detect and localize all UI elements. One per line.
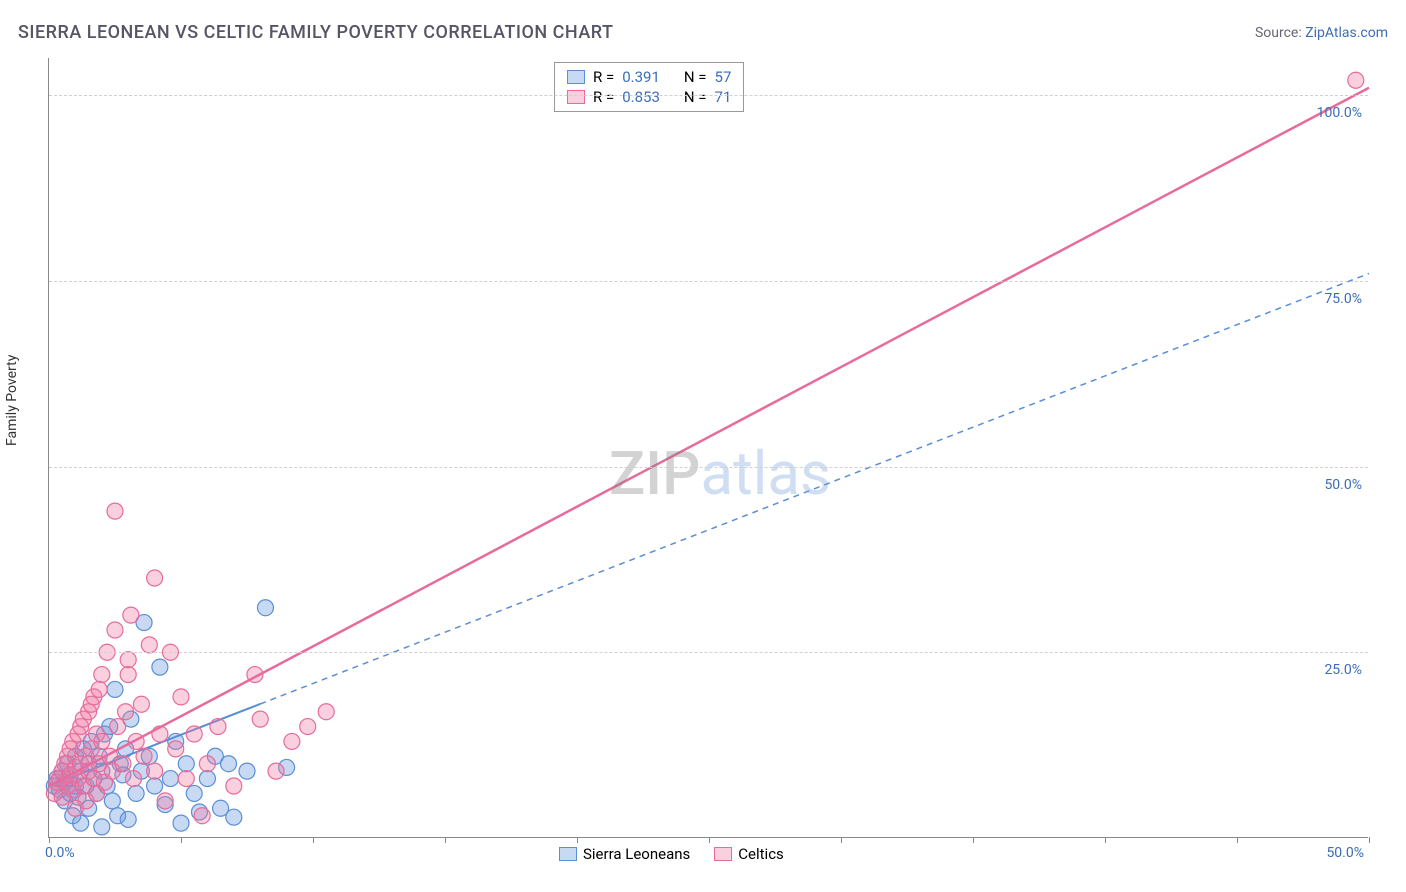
data-point [199, 771, 215, 787]
stats-n-value: 71 [715, 88, 732, 106]
stats-r-value: 0.853 [622, 88, 660, 106]
x-tick [1369, 837, 1370, 843]
data-point [104, 793, 120, 809]
legend-swatch [714, 847, 732, 861]
data-point [147, 763, 163, 779]
chart-source: Source: ZipAtlas.com [1255, 25, 1388, 41]
legend-item: Sierra Leoneans [559, 845, 690, 863]
gridline [49, 281, 1368, 282]
stats-n-prefix: N = [684, 88, 707, 106]
x-tick [181, 837, 182, 843]
y-axis-label: Family Poverty [4, 355, 20, 446]
data-point [284, 733, 300, 749]
regression-line [49, 88, 1369, 786]
chart-title: SIERRA LEONEAN VS CELTIC FAMILY POVERTY … [18, 22, 613, 43]
stats-r-value: 0.391 [622, 68, 660, 86]
data-point [115, 756, 131, 772]
gridline [49, 95, 1368, 96]
data-point [91, 681, 107, 697]
data-point [123, 607, 139, 623]
plot-area: ZIPatlas R =0.391N =57R =0.853N =71 0.0%… [48, 58, 1368, 838]
data-point [73, 815, 89, 831]
data-point [318, 704, 334, 720]
data-point [173, 689, 189, 705]
data-point [1348, 72, 1364, 88]
x-tick [1237, 837, 1238, 843]
gridline [49, 652, 1368, 653]
legend-label: Celtics [738, 845, 784, 863]
source-link[interactable]: ZipAtlas.com [1305, 25, 1388, 41]
x-tick [577, 837, 578, 843]
data-point [178, 771, 194, 787]
data-point [94, 667, 110, 683]
stats-r-prefix: R = [593, 88, 614, 106]
data-point [128, 785, 144, 801]
stats-legend-row: R = 0.853 N = 71 [567, 87, 731, 107]
stats-legend-row: R = 0.391 N = 57 [567, 67, 731, 87]
data-point [110, 719, 126, 735]
data-point [268, 763, 284, 779]
data-point [226, 778, 242, 794]
x-tick [709, 837, 710, 843]
legend-item: Celtics [714, 845, 784, 863]
x-tick [445, 837, 446, 843]
data-point [186, 785, 202, 801]
data-point [133, 696, 149, 712]
data-point [257, 600, 273, 616]
data-point [162, 771, 178, 787]
data-point [94, 733, 110, 749]
x-tick [973, 837, 974, 843]
plot-svg [49, 58, 1368, 837]
data-point [186, 726, 202, 742]
legend-swatch [567, 70, 585, 84]
data-point [199, 756, 215, 772]
data-point [252, 711, 268, 727]
data-point [136, 748, 152, 764]
x-tick [49, 837, 50, 843]
y-tick-label: 100.0% [1317, 105, 1362, 121]
data-point [120, 652, 136, 668]
data-point [118, 704, 134, 720]
data-point [94, 819, 110, 835]
y-tick-label: 50.0% [1324, 477, 1362, 493]
series-legend: Sierra Leoneans Celtics [559, 845, 784, 863]
data-point [147, 570, 163, 586]
x-tick [841, 837, 842, 843]
x-axis-max-label: 50.0% [1326, 845, 1364, 861]
data-point [221, 756, 237, 772]
data-point [239, 763, 255, 779]
stats-n-prefix: N = [684, 68, 707, 86]
stats-r-prefix: R = [593, 68, 614, 86]
legend-swatch [559, 847, 577, 861]
y-tick-label: 75.0% [1324, 291, 1362, 307]
data-point [107, 622, 123, 638]
data-point [120, 811, 136, 827]
data-point [178, 756, 194, 772]
legend-label: Sierra Leoneans [583, 845, 690, 863]
data-point [194, 808, 210, 824]
data-point [157, 793, 173, 809]
gridline [49, 467, 1368, 468]
x-axis-min-label: 0.0% [45, 845, 75, 861]
stats-n-value: 57 [715, 68, 732, 86]
data-point [120, 667, 136, 683]
data-point [226, 809, 242, 825]
data-point [300, 719, 316, 735]
data-point [125, 771, 141, 787]
chart-header: SIERRA LEONEAN VS CELTIC FAMILY POVERTY … [18, 22, 1388, 43]
x-tick [313, 837, 314, 843]
x-tick [1105, 837, 1106, 843]
data-point [141, 637, 157, 653]
stats-legend: R = 0.391 N = 57 R = 0.853 N = 71 [554, 62, 744, 112]
legend-swatch [567, 90, 585, 104]
data-point [173, 815, 189, 831]
data-point [107, 681, 123, 697]
data-point [152, 659, 168, 675]
regression-line-dashed [260, 273, 1369, 704]
data-point [168, 741, 184, 757]
y-tick-label: 25.0% [1324, 662, 1362, 678]
data-point [210, 719, 226, 735]
data-point [107, 503, 123, 519]
data-point [147, 778, 163, 794]
